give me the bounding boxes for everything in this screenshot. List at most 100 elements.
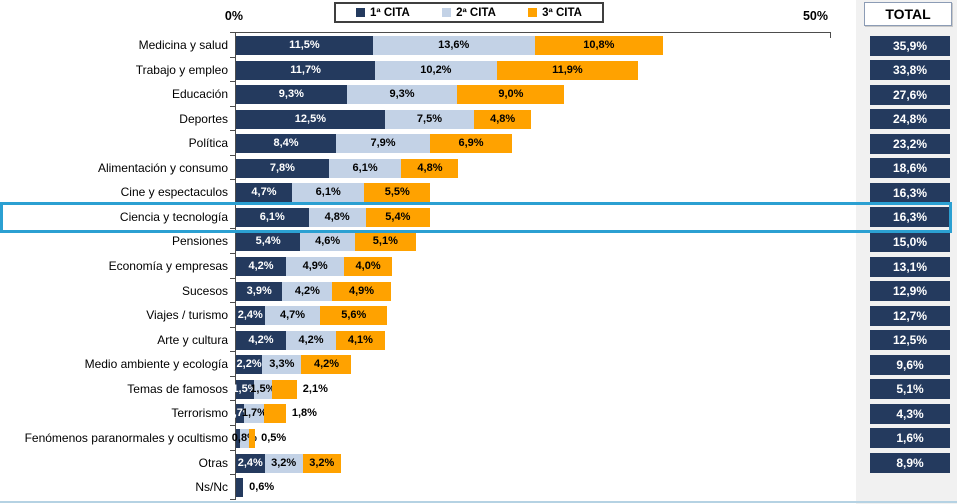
bar-segment-1cita: 7,8% — [236, 158, 329, 178]
bar-row: 0,8% 0,5% — [232, 428, 286, 448]
segment-value-label: 5,4% — [385, 210, 411, 223]
segment-value-label: 5,1% — [372, 235, 398, 248]
y-axis-tick — [230, 498, 235, 500]
bar-segment-3cita: 4,2% — [301, 355, 352, 375]
total-badge: 12,7% — [870, 305, 950, 326]
total-badge: 16,3% — [870, 207, 950, 228]
category-label: Ns/Nc — [195, 480, 228, 495]
x-axis-max-label: 50% — [802, 9, 828, 23]
category-label: Viajes / turismo — [146, 308, 228, 323]
segment-value-label: 2,2% — [236, 358, 262, 371]
segment-value-label: 10,8% — [583, 39, 615, 51]
y-axis-tick — [230, 424, 235, 426]
bar-segment-3cita: 4,8% — [401, 158, 459, 178]
segment-value-label: 4,8% — [324, 210, 350, 223]
bar-row: 9,3% 9,3% 9,0% — [236, 85, 565, 105]
legend-label: 1ª CITA — [370, 6, 410, 19]
bar-segment-1cita: 5,4% — [236, 232, 301, 252]
bar-segment-1cita: 12,5% — [236, 109, 385, 129]
segment-value-label: 3,2% — [309, 456, 335, 469]
bar-segment-2cita: 0,8% — [232, 428, 257, 448]
total-badge: 15,0% — [870, 231, 950, 252]
segment-value-label: 3,3% — [269, 358, 295, 371]
bar-segment-3cita: 5,6% — [320, 306, 388, 326]
segment-value-label: 9,3% — [278, 88, 304, 101]
bar-segment-3cita — [249, 428, 256, 448]
bar-segment-2cita: 7,5% — [384, 109, 475, 129]
bar-segment-1cita: 9,3% — [236, 85, 347, 105]
bar-row: 4,2% 4,9% 4,0% — [236, 257, 392, 277]
bar-segment-2cita: 4,9% — [286, 257, 345, 277]
bar-segment-2cita: 13,6% — [372, 36, 535, 55]
total-badge: 18,6% — [870, 158, 950, 179]
legend: 1ª CITA 2ª CITA 3ª CITA — [334, 2, 604, 23]
bar-row: 2,2% 3,3% 4,2% — [236, 355, 352, 375]
total-badge: 35,9% — [870, 35, 950, 56]
segment-value-label: 8,4% — [273, 137, 299, 150]
bar-segment-3cita — [264, 404, 286, 424]
segment-value-label: 13,6% — [438, 39, 470, 51]
segment-value-label: 4,2% — [294, 284, 320, 297]
bar-row: 3,9% 4,2% 4,9% — [236, 281, 391, 301]
bar-row: 11,5% 13,6% 10,8% — [236, 36, 664, 55]
segment-value-label: 7,9% — [370, 137, 396, 150]
y-axis-tick — [230, 81, 235, 83]
bar-segment-3cita: 6,9% — [430, 134, 513, 154]
bar-row: 0,7% 1,7% 1,8% — [228, 404, 317, 424]
total-badge: 27,6% — [870, 84, 950, 105]
bar-segment-3cita: 11,9% — [496, 60, 639, 80]
y-axis-tick — [230, 351, 235, 353]
category-label: Medio ambiente y ecología — [84, 357, 228, 372]
segment-value-label: 1,5% — [250, 382, 276, 395]
y-axis-tick — [230, 32, 235, 33]
bar-segment-1cita: 3,9% — [236, 281, 283, 301]
total-column-header: TOTAL — [864, 2, 952, 26]
legend-swatch-1a-cita-icon — [356, 8, 365, 17]
bar-segment-3cita: 4,0% — [344, 257, 392, 277]
bar-segment-2cita: 6,1% — [291, 183, 365, 203]
segment-value-label: 10,2% — [420, 63, 452, 76]
bar-segment-1cita: 4,7% — [236, 183, 292, 203]
bar-row: 0,6% — [236, 478, 274, 498]
y-axis-tick — [230, 253, 235, 255]
category-label: Fenómenos paranormales y ocultismo — [24, 430, 228, 445]
category-label: Alimentación y consumo — [97, 160, 228, 175]
segment-value-label: 3,9% — [246, 284, 272, 297]
legend-swatch-2a-cita-icon — [442, 8, 452, 17]
total-badge: 5,1% — [870, 379, 950, 400]
bar-segment-3cita: 4,8% — [474, 109, 532, 129]
x-axis-min-label: 0% — [224, 9, 243, 23]
bar-row: 6,1% 4,8% 5,4% — [236, 207, 430, 227]
total-badge: 4,3% — [870, 403, 950, 424]
segment-value-label: 4,2% — [248, 260, 274, 273]
bar-segment-2cita: 4,7% — [264, 306, 321, 326]
segment-value-label: 4,2% — [298, 333, 324, 346]
bar-segment-2cita: 4,2% — [282, 281, 333, 301]
bar-segment-2cita: 4,8% — [308, 207, 366, 227]
category-label: Cine y espectaculos — [120, 185, 228, 200]
segment-value-label: 9,0% — [498, 88, 524, 101]
segment-value-label-outside: 2,1% — [302, 382, 328, 395]
total-badge: 13,1% — [870, 256, 950, 277]
legend-item-3a-cita: 3ª CITA — [528, 7, 582, 19]
bar-row: 1,5% 1,5% 2,1% — [232, 379, 328, 399]
legend-item-2a-cita: 2ª CITA — [442, 7, 496, 19]
segment-value-label: 2,4% — [237, 309, 263, 322]
bar-row: 5,4% 4,6% 5,1% — [236, 232, 416, 252]
bar-row: 8,4% 7,9% 6,9% — [236, 134, 513, 154]
bar-segment-3cita: 4,1% — [336, 330, 385, 350]
segment-value-label: 2,4% — [237, 456, 263, 469]
y-axis-tick — [230, 400, 235, 402]
bar-segment-2cita: 3,3% — [262, 355, 302, 375]
segment-value-label: 7,5% — [416, 112, 442, 125]
segment-value-label: 5,5% — [384, 186, 410, 199]
bar-segment-2cita: 9,3% — [346, 85, 458, 105]
total-badge: 16,3% — [870, 182, 950, 203]
segment-value-label: 4,2% — [313, 358, 340, 371]
legend-swatch-3a-cita-icon — [528, 8, 538, 17]
legend-item-1a-cita: 1ª CITA — [356, 7, 410, 19]
segment-value-label: 4,7% — [251, 186, 277, 199]
category-label: Terrorismo — [171, 406, 228, 421]
segment-value-label: 5,4% — [255, 235, 281, 248]
category-label: Pensiones — [171, 234, 228, 249]
